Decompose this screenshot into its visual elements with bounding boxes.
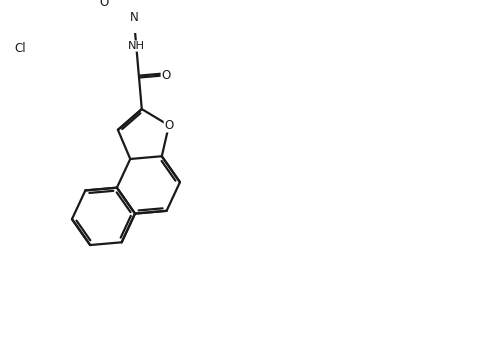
Text: N: N (130, 11, 138, 24)
Text: Cl: Cl (14, 42, 26, 55)
Text: O: O (99, 0, 109, 9)
Text: O: O (161, 69, 170, 82)
Text: O: O (164, 119, 173, 132)
Text: NH: NH (128, 41, 145, 51)
